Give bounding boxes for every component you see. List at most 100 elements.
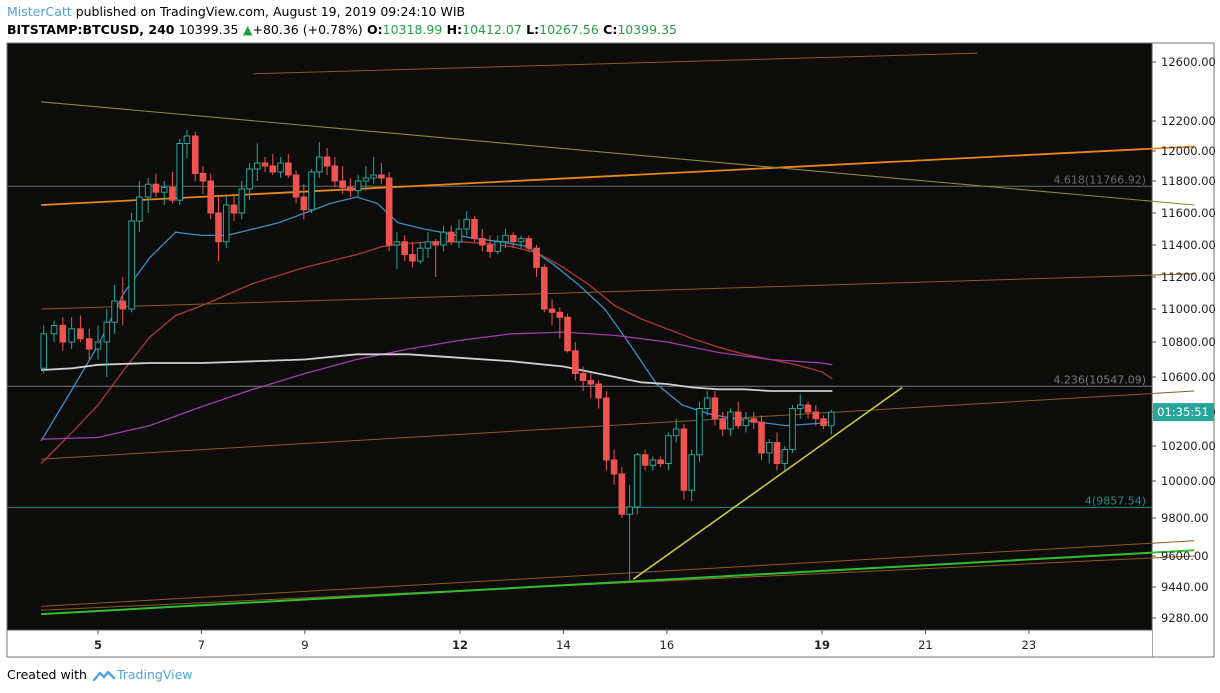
candle-body-up <box>246 168 253 190</box>
candle-body-up <box>672 428 680 437</box>
candle <box>370 157 377 185</box>
candle <box>222 197 230 249</box>
candle <box>564 313 571 353</box>
fib-label-1: 4.236(10547.09) <box>1053 373 1146 386</box>
y-tick-label: 11800.00 <box>1161 174 1216 188</box>
candle-body-up <box>160 186 168 193</box>
candle-body-down <box>509 234 517 243</box>
time-axis[interactable] <box>7 630 1152 657</box>
candle <box>362 166 370 191</box>
current-price-box <box>1153 403 1214 422</box>
candle-body-down <box>199 173 207 182</box>
candle-body-down <box>215 212 222 243</box>
candle-body-up <box>362 177 370 182</box>
candle-body-up <box>136 196 143 222</box>
candle-body-up <box>416 247 424 262</box>
price-chart[interactable]: 4.618(11766.92) 4.236(10547.09) 4(9857.54)… <box>0 40 1220 660</box>
y-tick-label: 12200.00 <box>1161 114 1216 128</box>
candle <box>191 131 199 181</box>
candle-body-down <box>478 238 486 246</box>
candle-body-up <box>440 231 447 246</box>
candle <box>94 325 102 360</box>
candle <box>447 225 455 245</box>
candle-body-down <box>758 421 765 454</box>
candle-body-down <box>734 411 742 427</box>
candle <box>812 405 820 426</box>
candle-body-down <box>680 428 688 491</box>
candle <box>59 317 67 351</box>
candle <box>300 184 308 220</box>
candle-body-up <box>370 174 377 179</box>
footer: Created with TradingView <box>7 667 192 683</box>
candle-body-down <box>300 196 308 211</box>
candle <box>734 401 742 429</box>
candle-body-up <box>665 435 672 464</box>
tradingview-link[interactable]: TradingView <box>116 667 193 682</box>
candle <box>246 163 253 201</box>
candle-body-down <box>556 311 564 318</box>
candle <box>393 232 401 269</box>
candle <box>494 235 502 255</box>
candle-body-up <box>238 188 246 214</box>
tradingview-logo-icon <box>92 670 115 681</box>
y-tick-label: 10600.00 <box>1161 370 1216 384</box>
price-axis[interactable] <box>1152 43 1214 657</box>
candle-body-down <box>587 380 595 385</box>
candle-body-up <box>111 300 118 323</box>
candle <box>486 235 494 258</box>
candle <box>634 453 641 515</box>
candle-body-up <box>222 204 230 243</box>
candle <box>773 432 781 471</box>
candle <box>111 285 118 334</box>
candle-body-up <box>742 418 750 427</box>
candle-body-up <box>144 183 152 198</box>
candle <box>727 408 734 436</box>
y-tick-label: 9600.00 <box>1161 549 1209 563</box>
ohlc-line: BITSTAMP:BTCUSD, 240 10399.35 ▲+80.36 (+… <box>7 22 677 37</box>
trendline-green-support <box>41 549 1195 616</box>
candle-body-up <box>103 321 111 343</box>
candle <box>207 173 215 220</box>
candle-body-up <box>688 454 695 491</box>
candle <box>533 245 540 277</box>
candle-body-up <box>354 180 362 192</box>
x-tick-label: 19 <box>814 638 830 652</box>
candle <box>269 154 277 175</box>
candle <box>626 484 633 582</box>
candle-body-down <box>331 165 339 182</box>
candle-body-down <box>323 156 331 167</box>
candle-body-down <box>533 247 540 268</box>
candle <box>253 143 261 181</box>
close-label: C: <box>603 22 618 37</box>
candle-body-up <box>393 241 401 246</box>
candle-body-down <box>641 454 649 466</box>
candle <box>308 169 315 213</box>
candle-body-up <box>455 228 463 243</box>
candle <box>649 456 657 471</box>
candle-body-down <box>610 459 618 475</box>
open-value: 10318.99 <box>382 22 443 37</box>
candle <box>703 391 711 416</box>
candle-body-up <box>781 449 789 464</box>
candle-body-up <box>463 218 471 230</box>
candle-body-up <box>176 143 184 201</box>
x-tick-label: 23 <box>1022 638 1037 652</box>
candle-body-down <box>486 244 494 252</box>
candle-body-down <box>59 325 67 343</box>
candle-body-down <box>471 218 478 240</box>
candle-body-down <box>347 186 354 192</box>
candle <box>765 439 773 464</box>
y-tick-label: 11200.00 <box>1161 270 1216 284</box>
candle-body-up <box>50 325 58 335</box>
current-price-tag: 01:35:51 <box>1153 403 1214 422</box>
candle <box>316 142 323 178</box>
candle-body-down <box>657 459 664 464</box>
author-name[interactable]: MisterCatt <box>7 4 72 19</box>
plot-area[interactable] <box>7 43 1152 657</box>
candle-body-down <box>548 308 556 313</box>
candle <box>548 299 556 326</box>
candle <box>432 238 439 277</box>
candle <box>230 193 238 221</box>
fib-levels: 4.618(11766.92) 4.236(10547.09) 4(9857.54) <box>7 173 1152 508</box>
candle <box>471 216 478 242</box>
